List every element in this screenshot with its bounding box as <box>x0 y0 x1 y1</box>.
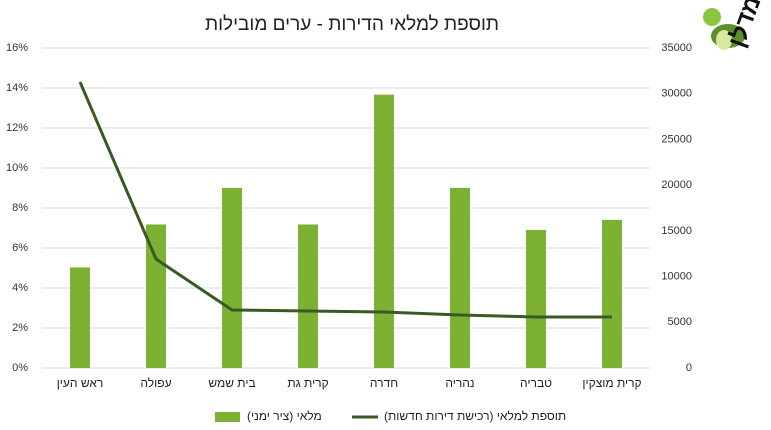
bar <box>374 94 394 368</box>
x-tick-label: קרית מוצקין <box>582 376 641 390</box>
bar <box>146 224 166 368</box>
y-tick-label: 14% <box>6 82 28 94</box>
bar <box>298 224 318 368</box>
bar <box>602 219 622 368</box>
y2-tick-label: 10000 <box>661 270 692 282</box>
y-tick-label: 2% <box>12 322 28 334</box>
x-tick-label: נהריה <box>445 376 474 390</box>
x-tick-label: חדרה <box>370 376 398 390</box>
y2-tick-label: 35000 <box>661 42 692 54</box>
y2-tick-label: 30000 <box>661 88 692 100</box>
y-tick-label: 10% <box>6 162 28 174</box>
chart-title: תוספת למלאי הדירות - ערים מובילות <box>205 14 499 35</box>
line <box>78 81 612 319</box>
x-tick-label: קרית גת <box>287 376 328 390</box>
legend-label: תוספת למלאי (רכישת דירות חדשות) <box>384 409 566 423</box>
logo: מדלן <box>703 0 767 51</box>
logo-head <box>703 8 721 26</box>
bar <box>222 187 242 368</box>
y-tick-label: 8% <box>12 202 28 214</box>
bar <box>70 267 90 368</box>
y-tick-label: 4% <box>12 282 28 294</box>
x-tick-label: ראש העין <box>57 376 104 390</box>
y2-tick-label: 0 <box>686 362 692 374</box>
y-tick-label: 12% <box>6 122 28 134</box>
legend-swatch <box>215 412 240 422</box>
x-tick-label: בית שמש <box>208 376 255 390</box>
bar <box>526 229 546 368</box>
y2-tick-label: 20000 <box>661 179 692 191</box>
x-tick-label: טבריה <box>520 376 552 390</box>
y2-tick-label: 25000 <box>661 133 692 145</box>
y-tick-label: 16% <box>6 42 28 54</box>
y2-tick-label: 15000 <box>661 225 692 237</box>
y-tick-label: 0% <box>12 362 28 374</box>
legend-label: מלאי (ציר ימני) <box>247 409 322 423</box>
y-tick-label: 6% <box>12 242 28 254</box>
bar <box>450 187 470 368</box>
logo-belly <box>716 30 732 50</box>
y2-tick-label: 5000 <box>668 316 692 328</box>
x-tick-label: עפולה <box>140 376 171 390</box>
